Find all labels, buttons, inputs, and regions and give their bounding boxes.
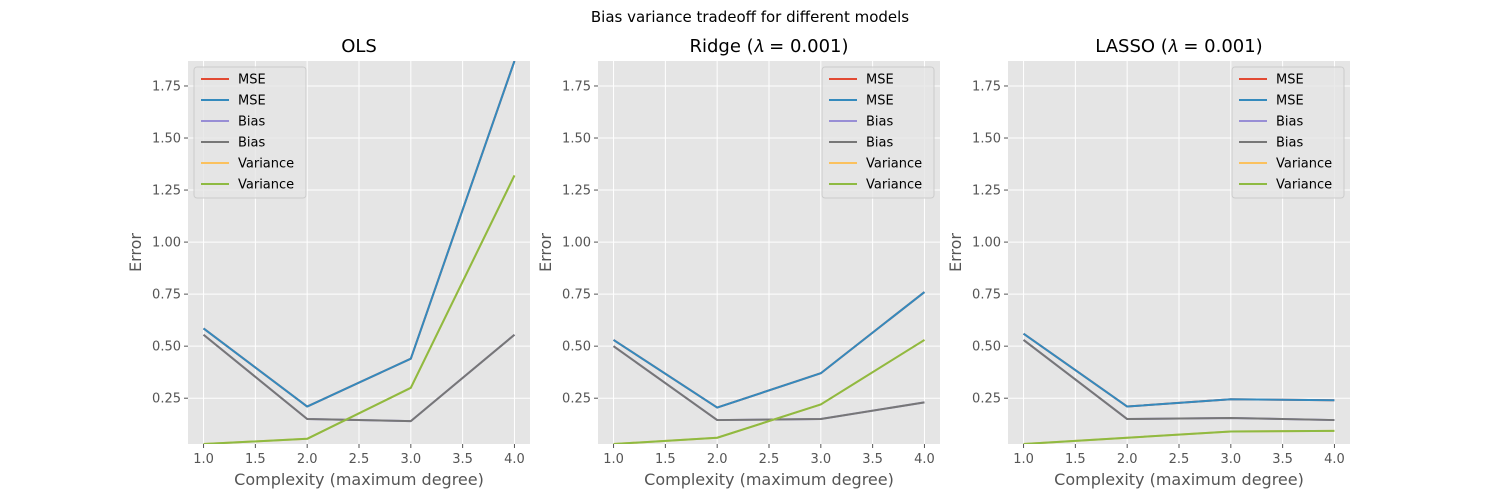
legend-label: Variance [238, 157, 294, 172]
x-tick-label: 3.5 [452, 452, 473, 467]
legend-label: MSE [238, 94, 266, 109]
series-line-variance-6 [203, 175, 516, 444]
series-lines [612, 291, 926, 444]
y-tick-label: 1.75 [972, 79, 1001, 94]
series-line-mse-2 [612, 291, 926, 409]
subplot-3: 1.0 1.5 2.0 2.5 3.0 3.5 4.0 0.25 0.50 0.75 1.00 1.2… [946, 36, 1350, 489]
y-tick-label: 0.75 [562, 288, 591, 303]
legend-label: Bias [1276, 136, 1303, 151]
legend-label: Bias [866, 115, 893, 130]
series-line-mse-2 [1022, 332, 1335, 408]
series-line-bias-4 [202, 333, 516, 423]
y-tick-label: 0.50 [562, 340, 591, 355]
x-tick-label: 2.0 [1117, 452, 1138, 467]
y-tick-label: 0.75 [972, 288, 1001, 303]
x-tick-label: 3.5 [1272, 452, 1293, 467]
legend-label: Variance [866, 157, 922, 172]
series-line-variance-6 [1023, 429, 1335, 444]
x-tick-label: 1.0 [1013, 452, 1034, 467]
legend-label: Bias [1276, 115, 1303, 130]
x-tick-label: 1.5 [1065, 452, 1086, 467]
x-tick-label: 3.0 [810, 452, 831, 467]
series-line-mse-2 [202, 61, 516, 408]
y-tick-label: 1.50 [972, 132, 1001, 147]
y-tick-label: 0.50 [972, 340, 1001, 355]
x-tick-label: 1.5 [655, 452, 676, 467]
x-tick-label: 4.0 [504, 452, 525, 467]
x-tick-label: 3.0 [400, 452, 421, 467]
x-tick-label: 2.5 [1169, 452, 1190, 467]
legend-label: Variance [1276, 178, 1332, 193]
series-line-variance-6 [613, 339, 925, 444]
series-line-bias-4 [1022, 339, 1335, 422]
y-tick-label: 1.25 [972, 184, 1001, 199]
x-axis-label: Complexity (maximum degree) [1054, 470, 1304, 489]
x-tick-label: 2.5 [349, 452, 370, 467]
y-tick-label: 1.00 [562, 236, 591, 251]
legend-label: Bias [866, 136, 893, 151]
legend-label: Variance [238, 178, 294, 193]
y-tick-label: 0.25 [972, 392, 1001, 407]
legend-label: MSE [1276, 94, 1304, 109]
legend: MSE MSE Bias Bias Variance Variance [1231, 66, 1345, 199]
legend-label: Variance [866, 178, 922, 193]
subplot-title: OLS [341, 36, 377, 57]
x-tick-label: 2.0 [707, 452, 728, 467]
subplot-1: 1.0 1.5 2.0 2.5 3.0 3.5 4.0 0.25 0.50 0.75 1.00 1.2… [126, 36, 530, 489]
y-tick-label: 1.00 [972, 236, 1001, 251]
y-tick-label: 0.25 [562, 392, 591, 407]
legend: MSE MSE Bias Bias Variance Variance [193, 66, 307, 199]
x-tick-label: 4.0 [914, 452, 935, 467]
y-tick-label: 1.75 [152, 79, 181, 94]
y-axis-label: Error [946, 233, 965, 272]
legend-label: MSE [238, 73, 266, 88]
y-tick-label: 0.50 [152, 340, 181, 355]
legend-label: MSE [1276, 73, 1304, 88]
subplot-2: 1.0 1.5 2.0 2.5 3.0 3.5 4.0 0.25 0.50 0.75 1.00 1.2… [536, 36, 940, 489]
x-tick-label: 1.0 [193, 452, 214, 467]
legend: MSE MSE Bias Bias Variance Variance [821, 66, 935, 199]
y-tick-label: 0.25 [152, 392, 181, 407]
x-tick-label: 2.5 [759, 452, 780, 467]
legend-label: MSE [866, 94, 894, 109]
x-tick-label: 3.5 [862, 452, 883, 467]
y-tick-label: 0.75 [152, 288, 181, 303]
legend-label: Variance [1276, 157, 1332, 172]
subplot-title: Ridge (𝜆 = 0.001) [689, 36, 848, 57]
x-axis-label: Complexity (maximum degree) [234, 470, 484, 489]
legend-label: Bias [238, 115, 265, 130]
y-tick-label: 1.25 [562, 184, 591, 199]
legend-label: Bias [238, 136, 265, 151]
x-tick-label: 1.0 [603, 452, 624, 467]
y-tick-label: 1.50 [152, 132, 181, 147]
x-tick-label: 2.0 [297, 452, 318, 467]
subplots: 1.0 1.5 2.0 2.5 3.0 3.5 4.0 0.25 0.50 0.75 1.00 1.2… [126, 36, 1350, 489]
x-tick-label: 4.0 [1324, 452, 1345, 467]
y-axis-label: Error [536, 233, 555, 272]
series-lines [1022, 332, 1335, 444]
figure-suptitle: Bias variance tradeoff for different mod… [591, 8, 909, 26]
y-tick-label: 1.75 [562, 79, 591, 94]
series-lines [202, 61, 516, 444]
series-line-bias-4 [612, 345, 925, 422]
x-tick-label: 1.5 [245, 452, 266, 467]
subplot-title: LASSO (𝜆 = 0.001) [1095, 36, 1262, 57]
legend-label: MSE [866, 73, 894, 88]
y-tick-label: 1.00 [152, 236, 181, 251]
y-tick-label: 1.50 [562, 132, 591, 147]
y-tick-label: 1.25 [152, 184, 181, 199]
y-axis-label: Error [126, 233, 145, 272]
x-axis-label: Complexity (maximum degree) [644, 470, 894, 489]
x-tick-label: 3.0 [1220, 452, 1241, 467]
